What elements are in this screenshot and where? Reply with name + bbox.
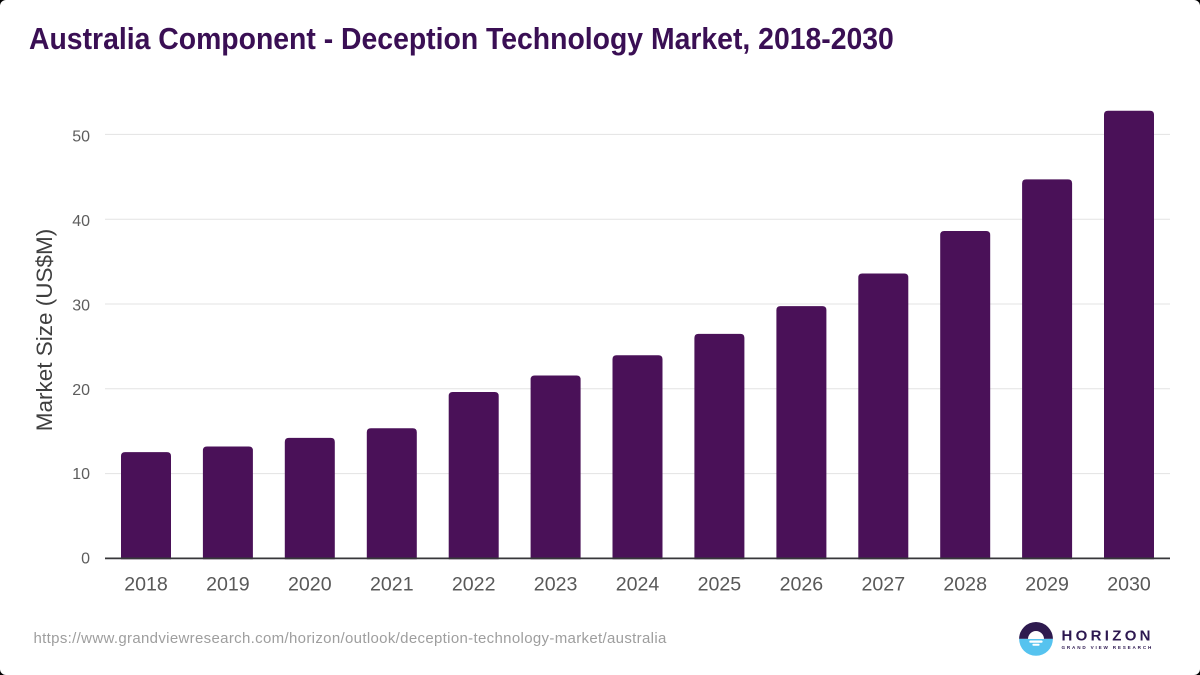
svg-text:2025: 2025: [698, 574, 742, 596]
svg-text:2027: 2027: [862, 574, 906, 596]
svg-text:30: 30: [72, 297, 90, 314]
svg-text:2020: 2020: [288, 574, 332, 596]
svg-text:HORIZON: HORIZON: [1062, 627, 1155, 644]
svg-text:2018: 2018: [124, 574, 168, 596]
svg-text:50: 50: [72, 129, 90, 146]
svg-text:GRAND VIEW RESEARCH: GRAND VIEW RESEARCH: [1062, 645, 1153, 650]
svg-text:2021: 2021: [370, 574, 414, 596]
svg-text:2029: 2029: [1025, 574, 1069, 596]
svg-text:2028: 2028: [943, 574, 987, 596]
svg-text:2026: 2026: [780, 574, 824, 596]
svg-text:2024: 2024: [616, 574, 660, 596]
svg-text:20: 20: [72, 382, 90, 399]
svg-text:2019: 2019: [206, 574, 250, 596]
svg-text:2023: 2023: [534, 574, 578, 596]
svg-text:10: 10: [72, 466, 90, 483]
svg-text:40: 40: [72, 213, 90, 230]
svg-text:0: 0: [81, 551, 90, 568]
svg-text:2022: 2022: [452, 574, 496, 596]
svg-text:2030: 2030: [1107, 574, 1151, 596]
